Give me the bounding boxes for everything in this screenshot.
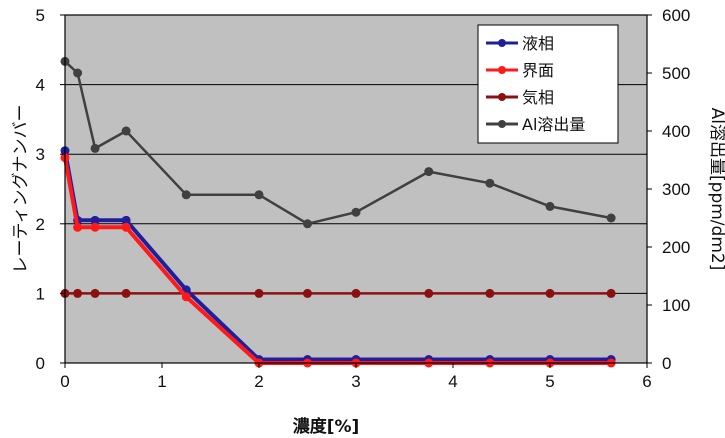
x-tick-label: 6 <box>642 372 651 391</box>
x-tick-label: 3 <box>351 372 360 391</box>
x-tick-label: 0 <box>60 372 69 391</box>
data-point <box>485 288 495 298</box>
x-tick-label: 5 <box>545 372 554 391</box>
y-right-tick-label: 100 <box>662 296 690 315</box>
series-3 <box>60 288 616 298</box>
y-right-tick-label: 0 <box>662 354 671 373</box>
x-axis-label: 濃度[%] <box>293 416 360 437</box>
legend-label: Al溶出量 <box>522 115 585 134</box>
data-point <box>121 126 131 136</box>
data-point <box>351 288 361 298</box>
y-left-tick-label: 4 <box>36 76 45 95</box>
y-left-tick-label: 5 <box>36 6 45 25</box>
y-axis-right-label: Al溶出量[ppm/dm2] <box>707 108 725 271</box>
data-point <box>351 207 361 217</box>
data-point <box>90 222 100 232</box>
data-point <box>121 215 131 225</box>
legend-swatch-marker <box>498 120 506 128</box>
y-left-tick-label: 3 <box>36 145 45 164</box>
data-point <box>485 178 495 188</box>
data-point <box>121 288 131 298</box>
series-line <box>64 60 612 226</box>
data-point <box>303 288 312 298</box>
data-point <box>181 292 191 302</box>
y-right-tick-label: 300 <box>662 180 690 199</box>
data-point <box>545 288 555 298</box>
data-point <box>73 222 83 232</box>
legend-swatch-marker <box>498 93 506 101</box>
y-right-tick-label: 500 <box>662 64 690 83</box>
data-point <box>254 190 264 200</box>
x-tick-label: 2 <box>254 372 263 391</box>
x-tick-label: 4 <box>448 372 457 391</box>
data-point <box>606 288 616 298</box>
y-left-tick-label: 2 <box>36 215 45 234</box>
data-point <box>424 167 434 177</box>
legend-label: 気相 <box>522 88 554 107</box>
data-point <box>545 201 555 211</box>
y-axis-left-label: レーティングナンバー <box>11 105 31 274</box>
data-point <box>73 288 83 298</box>
y-right-tick-label: 600 <box>662 6 690 25</box>
y-right-tick-label: 400 <box>662 122 690 141</box>
data-point <box>254 288 264 298</box>
data-point <box>90 215 100 225</box>
legend-swatch-marker <box>498 39 506 47</box>
legend-swatch-marker <box>498 66 506 74</box>
y-right-tick-label: 200 <box>662 238 690 257</box>
data-point <box>90 288 100 298</box>
data-point <box>181 190 191 200</box>
data-point <box>90 143 100 153</box>
series-4 <box>60 56 616 229</box>
y-left-tick-label: 1 <box>36 284 45 303</box>
data-point <box>73 68 83 78</box>
x-tick-label: 1 <box>157 372 166 391</box>
data-point <box>303 219 312 229</box>
data-point <box>606 213 616 223</box>
legend-label: 界面 <box>522 61 554 80</box>
data-point <box>424 288 434 298</box>
legend-label: 液相 <box>522 34 554 53</box>
data-point <box>121 222 131 232</box>
y-left-tick-label: 0 <box>36 354 45 373</box>
